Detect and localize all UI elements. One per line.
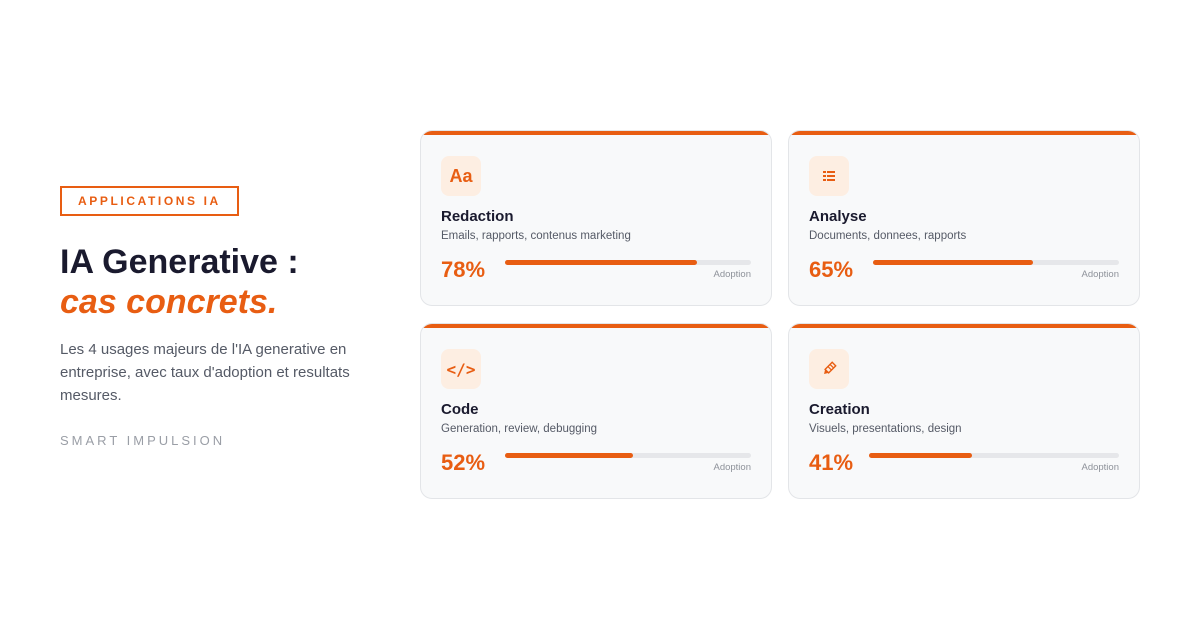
adoption-percent: 52%: [441, 450, 486, 475]
pencil-icon: [809, 349, 849, 389]
title-line-2: cas concrets.: [60, 283, 278, 321]
adoption-bar-fill: [505, 260, 697, 265]
adoption-label: Adoption: [1081, 462, 1119, 473]
adoption-bar: [505, 260, 751, 265]
card-creation: Creation Visuels, presentations, design …: [788, 323, 1140, 499]
card-subtitle: Visuels, presentations, design: [809, 423, 962, 435]
card-redaction: Aa Redaction Emails, rapports, contenus …: [420, 130, 772, 306]
adoption-label: Adoption: [713, 269, 751, 280]
adoption-percent: 41%: [809, 450, 854, 475]
brand-name: SMART IMPULSION: [60, 433, 226, 448]
card-code: </> Code Generation, review, debugging 5…: [420, 323, 772, 499]
card-title: Creation: [809, 401, 870, 418]
title-line-1: IA Generative :: [60, 243, 299, 281]
card-subtitle: Documents, donnees, rapports: [809, 230, 967, 242]
description: Les 4 usages majeurs de l'IA generative …: [60, 341, 350, 404]
code-icon: </>: [441, 349, 481, 389]
list-icon: [809, 156, 849, 196]
card-subtitle: Emails, rapports, contenus marketing: [441, 230, 631, 242]
card-title: Analyse: [809, 208, 867, 225]
adoption-bar: [873, 260, 1119, 265]
card-title: Code: [441, 401, 479, 418]
card-analyse: Analyse Documents, donnees, rapports 65%…: [788, 130, 1140, 306]
adoption-percent: 65%: [809, 257, 854, 282]
adoption-bar: [869, 453, 1119, 458]
intro-panel: APPLICATIONS IA IA Generative : cas conc…: [60, 186, 380, 448]
adoption-label: Adoption: [1081, 269, 1119, 280]
adoption-bar-fill: [869, 453, 972, 458]
text-format-icon: Aa: [441, 156, 481, 196]
adoption-label: Adoption: [713, 462, 751, 473]
adoption-bar-fill: [505, 453, 633, 458]
adoption-bar-fill: [873, 260, 1033, 265]
page-title: IA Generative : cas concrets.: [60, 242, 380, 322]
card-title: Redaction: [441, 208, 514, 225]
adoption-percent: 78%: [441, 257, 486, 282]
category-badge: APPLICATIONS IA: [60, 186, 239, 216]
card-subtitle: Generation, review, debugging: [441, 423, 597, 435]
adoption-bar: [505, 453, 751, 458]
